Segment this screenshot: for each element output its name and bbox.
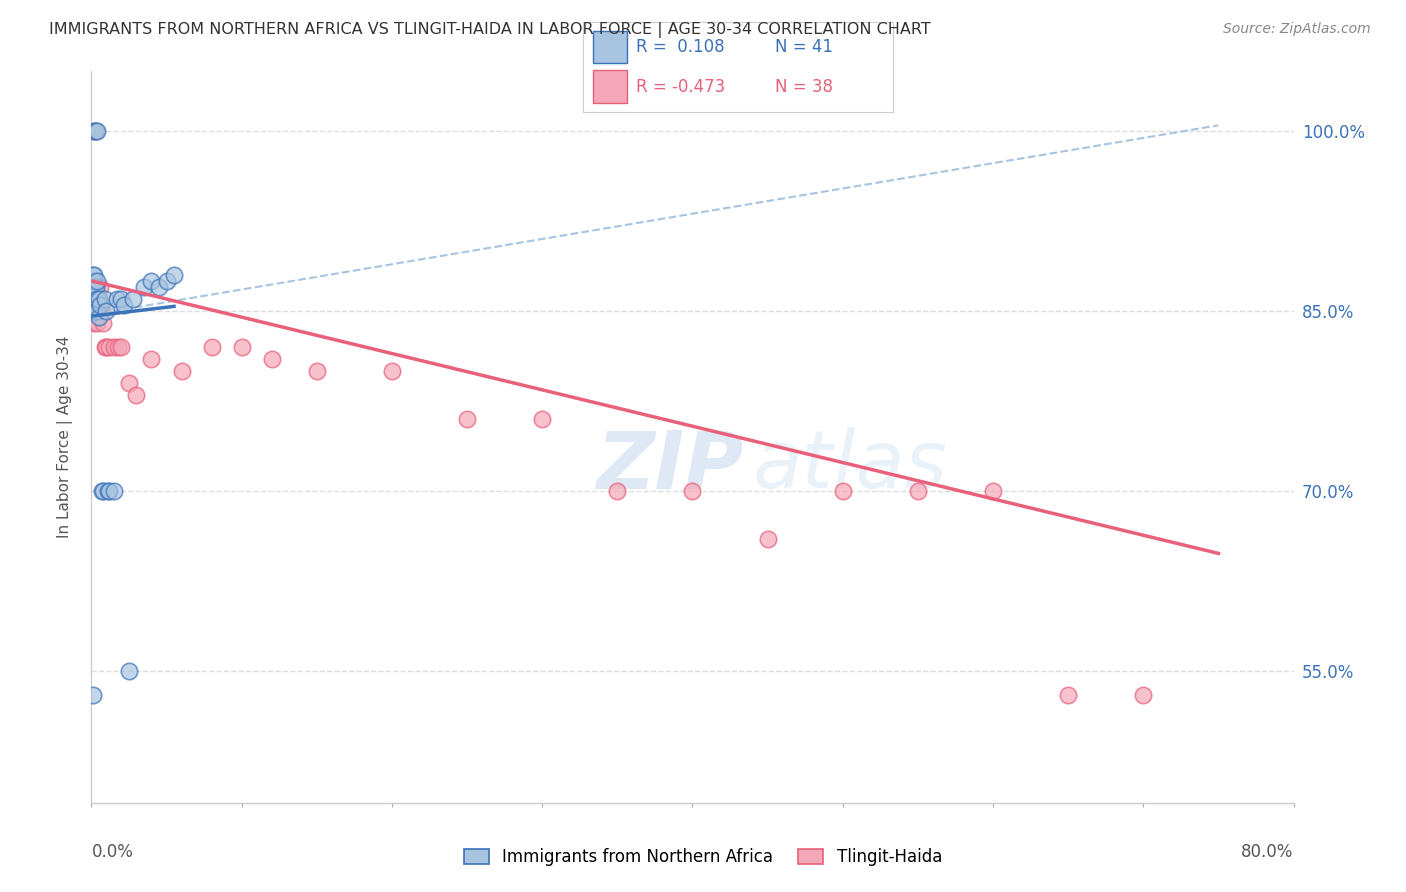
- Point: [83, 298, 105, 312]
- Point: [155, 274, 177, 288]
- Point: [83, 268, 105, 283]
- Point: [87, 292, 110, 306]
- Text: ZIP: ZIP: [596, 427, 744, 506]
- Point: [107, 340, 129, 354]
- Point: [90, 304, 112, 318]
- Point: [118, 376, 141, 391]
- Point: [231, 340, 253, 354]
- Text: N = 38: N = 38: [775, 78, 834, 95]
- Point: [531, 412, 554, 426]
- Point: [82, 292, 104, 306]
- Text: atlas: atlas: [752, 427, 948, 506]
- Point: [90, 483, 112, 498]
- Point: [87, 292, 110, 306]
- Text: 0.0%: 0.0%: [91, 843, 134, 861]
- Point: [97, 483, 120, 498]
- Point: [86, 124, 108, 138]
- Point: [381, 364, 404, 378]
- Point: [201, 340, 224, 354]
- Point: [83, 304, 105, 318]
- Point: [1132, 688, 1154, 702]
- Point: [84, 280, 107, 294]
- Text: IMMIGRANTS FROM NORTHERN AFRICA VS TLINGIT-HAIDA IN LABOR FORCE | AGE 30-34 CORR: IMMIGRANTS FROM NORTHERN AFRICA VS TLING…: [49, 22, 931, 38]
- Point: [103, 340, 125, 354]
- Point: [82, 304, 104, 318]
- Point: [96, 304, 118, 318]
- Point: [83, 292, 105, 306]
- Point: [141, 274, 163, 288]
- Point: [83, 274, 105, 288]
- Point: [83, 316, 105, 330]
- Legend: Immigrants from Northern Africa, Tlingit-Haida: Immigrants from Northern Africa, Tlingit…: [456, 840, 950, 875]
- Point: [83, 286, 105, 301]
- Text: Source: ZipAtlas.com: Source: ZipAtlas.com: [1223, 22, 1371, 37]
- Point: [93, 316, 115, 330]
- Y-axis label: In Labor Force | Age 30-34: In Labor Force | Age 30-34: [56, 335, 73, 539]
- Text: 80.0%: 80.0%: [1241, 843, 1294, 861]
- Point: [98, 483, 121, 498]
- Point: [105, 292, 128, 306]
- Point: [86, 274, 108, 288]
- Point: [170, 364, 193, 378]
- Point: [86, 292, 108, 306]
- Point: [84, 304, 107, 318]
- Text: N = 41: N = 41: [775, 38, 834, 56]
- Point: [82, 280, 104, 294]
- Point: [831, 483, 853, 498]
- Point: [86, 304, 108, 318]
- Point: [98, 340, 121, 354]
- Point: [148, 280, 170, 294]
- Point: [93, 483, 115, 498]
- Point: [89, 280, 111, 294]
- Point: [141, 352, 163, 367]
- Point: [132, 280, 155, 294]
- Point: [83, 124, 105, 138]
- FancyBboxPatch shape: [593, 31, 627, 63]
- Point: [84, 280, 107, 294]
- Point: [110, 340, 132, 354]
- Point: [84, 304, 107, 318]
- Point: [94, 292, 117, 306]
- Point: [122, 292, 145, 306]
- Point: [83, 124, 105, 138]
- Point: [82, 688, 104, 702]
- Point: [681, 483, 703, 498]
- Point: [305, 364, 328, 378]
- Point: [86, 316, 108, 330]
- Point: [84, 124, 107, 138]
- Point: [456, 412, 478, 426]
- FancyBboxPatch shape: [593, 70, 627, 103]
- Point: [981, 483, 1004, 498]
- Point: [94, 340, 117, 354]
- Point: [756, 532, 779, 546]
- Point: [89, 304, 111, 318]
- Point: [907, 483, 929, 498]
- Point: [96, 340, 118, 354]
- Text: R = -0.473: R = -0.473: [636, 78, 725, 95]
- Point: [114, 298, 136, 312]
- Point: [606, 483, 628, 498]
- Point: [163, 268, 186, 283]
- Point: [87, 310, 110, 325]
- Point: [1057, 688, 1080, 702]
- Point: [84, 292, 107, 306]
- Point: [118, 664, 141, 678]
- Point: [86, 292, 108, 306]
- Point: [260, 352, 283, 367]
- Point: [82, 274, 104, 288]
- Point: [89, 298, 111, 312]
- Point: [125, 388, 148, 402]
- Text: R =  0.108: R = 0.108: [636, 38, 724, 56]
- Point: [82, 292, 104, 306]
- Point: [103, 483, 125, 498]
- Point: [82, 268, 104, 283]
- Point: [110, 292, 132, 306]
- Point: [83, 280, 105, 294]
